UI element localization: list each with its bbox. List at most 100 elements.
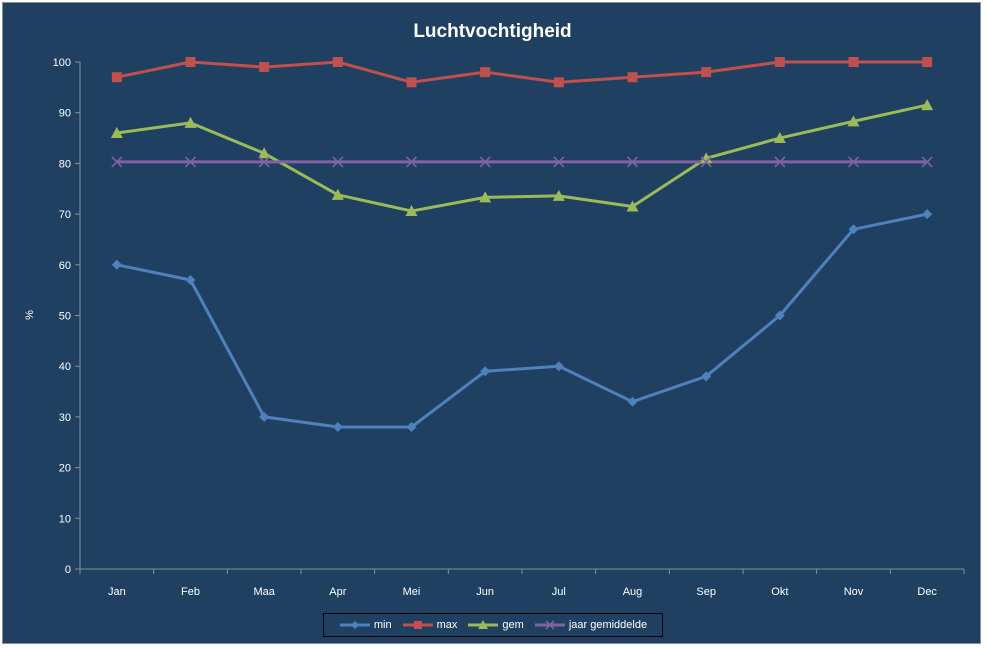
legend-entry-gem: gem — [467, 619, 524, 631]
data-point-max — [259, 62, 270, 73]
data-point-jaar-gemiddelde — [111, 156, 123, 168]
data-point-min — [480, 366, 491, 377]
data-point-max — [111, 72, 122, 83]
legend-swatch-marker — [478, 620, 489, 629]
data-point-jaar-gemiddelde — [626, 156, 639, 168]
legend: min max gem jaar gemiddelde — [323, 613, 663, 637]
legend-label-min: min — [373, 619, 392, 631]
data-point-max — [406, 77, 417, 88]
data-point-min — [185, 275, 196, 286]
legend-swatch-marker-stroke — [545, 620, 555, 630]
data-point-jaar-gemiddelde-stroke — [332, 156, 344, 168]
data-point-jaar-gemiddelde-stroke — [258, 156, 270, 168]
data-point-jaar-gemiddelde-stroke — [479, 156, 491, 168]
y-tick-label: 30 — [59, 412, 71, 424]
data-point-gem — [258, 147, 271, 159]
data-point-jaar-gemiddelde — [774, 156, 786, 168]
y-tick-label: 80 — [59, 158, 71, 170]
data-point-min — [627, 396, 638, 407]
x-tick-label: Sep — [696, 586, 716, 598]
data-point-jaar-gemiddelde-stroke — [700, 156, 712, 168]
data-point-jaar-gemiddelde-stroke — [774, 156, 786, 168]
x-tick-label: Dec — [917, 586, 937, 598]
data-point-gem — [773, 132, 786, 144]
x-tick-label: Maa — [253, 586, 275, 598]
data-point-jaar-gemiddelde — [479, 156, 491, 168]
y-tick-label: 50 — [59, 311, 71, 323]
data-point-max — [185, 57, 196, 67]
x-tick-label: Apr — [329, 586, 346, 598]
x-tick-label: Jan — [108, 586, 126, 598]
data-point-jaar-gemiddelde — [405, 156, 418, 168]
data-point-jaar-gemiddelde-stroke — [921, 156, 933, 168]
legend-swatch-marker — [413, 621, 422, 629]
legend-label-max: max — [436, 619, 458, 631]
data-point-gem — [921, 99, 934, 111]
data-point-max — [480, 67, 491, 78]
data-point-max — [332, 57, 343, 67]
data-point-jaar-gemiddelde — [847, 156, 860, 168]
x-tick-label: Nov — [844, 586, 864, 598]
x-tick-label: Aug — [623, 586, 643, 598]
legend-swatch-max — [402, 621, 433, 629]
x-tick-label: Mei — [403, 586, 421, 598]
data-point-jaar-gemiddelde-stroke — [405, 156, 418, 168]
y-tick-label: 90 — [59, 108, 71, 120]
x-tick-label: Jun — [476, 586, 494, 598]
x-tick-label: Jul — [552, 586, 566, 598]
data-point-min — [848, 224, 859, 235]
data-point-max — [627, 72, 638, 83]
y-tick-label: 60 — [59, 260, 71, 272]
data-point-min — [922, 209, 933, 220]
y-tick-label: 0 — [65, 564, 71, 576]
legend-swatch-gem — [468, 620, 499, 629]
legend-swatch-marker — [545, 620, 555, 630]
data-point-min — [111, 259, 122, 270]
data-point-jaar-gemiddelde-stroke — [847, 156, 860, 168]
data-point-gem — [626, 200, 639, 212]
x-tick-label: Feb — [181, 586, 200, 598]
data-point-max — [848, 57, 859, 67]
data-point-gem — [552, 189, 565, 201]
data-point-max — [701, 67, 712, 78]
data-point-jaar-gemiddelde — [553, 156, 565, 168]
legend-entry-jaar-gemiddelde: jaar gemiddelde — [534, 619, 647, 631]
legend-swatch-marker — [350, 621, 359, 629]
series-line-max — [116, 60, 928, 84]
data-point-max — [553, 77, 564, 88]
data-point-gem — [700, 152, 713, 164]
y-tick-label: 10 — [59, 513, 71, 525]
data-point-jaar-gemiddelde-stroke — [111, 156, 123, 168]
y-tick-label: 70 — [59, 209, 71, 221]
data-point-jaar-gemiddelde — [184, 156, 197, 168]
data-point-min — [406, 422, 417, 433]
series-line-min — [116, 212, 928, 429]
legend-swatch-jaar-gemiddelde — [534, 620, 565, 630]
plot-area: 0 10 20 30 40 50 60 70 80 90 100 Jan Feb Maa Apr Mei Jun… — [53, 57, 965, 598]
chart-title: Luchtvochtigheid — [413, 21, 572, 42]
data-point-min — [701, 371, 712, 382]
data-point-max — [774, 57, 785, 67]
data-point-max — [922, 57, 933, 67]
data-point-jaar-gemiddelde-stroke — [553, 156, 565, 168]
data-point-jaar-gemiddelde — [258, 156, 270, 168]
data-point-min — [553, 361, 564, 372]
legend-label-gem: gem — [502, 619, 524, 631]
data-point-gem — [110, 126, 123, 138]
data-point-jaar-gemiddelde — [921, 156, 933, 168]
legend-swatch-min — [339, 621, 370, 629]
legend-entry-max: max — [402, 619, 458, 631]
legend-label-jaar-gemiddelde: jaar gemiddelde — [568, 619, 648, 631]
series-line-gem — [116, 103, 928, 213]
y-tick-label: 40 — [59, 361, 71, 373]
x-tick-label: Okt — [771, 586, 788, 598]
data-point-min — [774, 310, 785, 321]
data-point-gem — [405, 205, 418, 217]
data-point-jaar-gemiddelde-stroke — [626, 156, 639, 168]
data-point-jaar-gemiddelde — [700, 156, 712, 168]
y-tick-label: 20 — [59, 463, 71, 475]
data-point-gem — [847, 115, 860, 127]
data-point-jaar-gemiddelde — [332, 156, 344, 168]
data-point-gem — [184, 116, 197, 128]
